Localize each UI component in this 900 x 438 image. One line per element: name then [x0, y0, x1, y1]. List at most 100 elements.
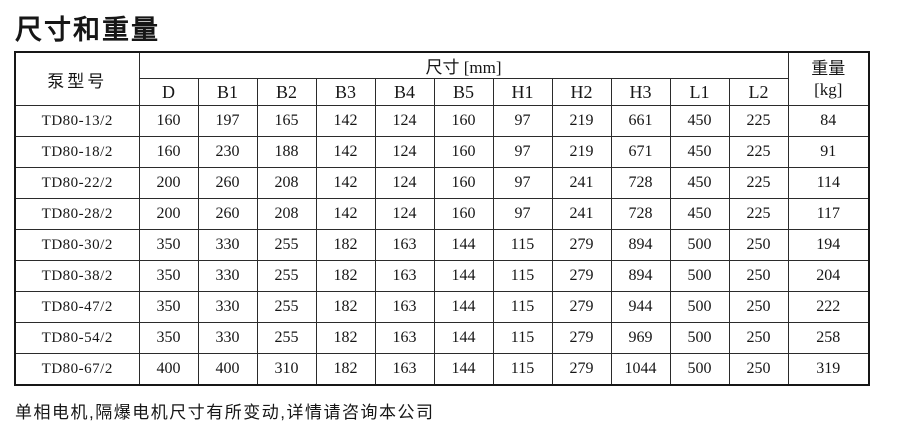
cell-B1: 260 — [197, 167, 258, 199]
column-group-header-dimensions-mm: 尺寸 [mm] — [138, 51, 789, 79]
cell-D: 400 — [138, 353, 199, 386]
cell-B3: 182 — [315, 291, 376, 323]
cell-B1: 330 — [197, 322, 258, 354]
cell-weight: 117 — [787, 198, 870, 230]
cell-B3: 182 — [315, 229, 376, 261]
cell-B1: 260 — [197, 198, 258, 230]
cell-B4: 163 — [374, 322, 435, 354]
table-header: 泵型号 尺寸 [mm] 重量 [kg] D B1 B2 B3 B4 B5 H1 H2 H3 L1 L2 — [14, 51, 870, 106]
cell-B3: 182 — [315, 353, 376, 386]
cell-B2: 255 — [256, 322, 317, 354]
cell-B2: 165 — [256, 105, 317, 137]
cell-B1: 330 — [197, 291, 258, 323]
cell-B2: 255 — [256, 229, 317, 261]
cell-B5: 144 — [433, 322, 494, 354]
cell-pump-model: TD80-30/2 — [14, 229, 140, 261]
table-row: TD80-18/2 160 230 188 142 124 160 97 219 671 450 22… — [14, 136, 870, 168]
cell-H2: 279 — [551, 322, 612, 354]
cell-B3: 142 — [315, 105, 376, 137]
cell-B5: 160 — [433, 105, 494, 137]
cell-B2: 208 — [256, 167, 317, 199]
cell-L2: 250 — [728, 291, 789, 323]
cell-L1: 450 — [669, 105, 730, 137]
cell-pump-model: TD80-22/2 — [14, 167, 140, 199]
cell-L1: 450 — [669, 167, 730, 199]
cell-H2: 241 — [551, 167, 612, 199]
column-header-H2: H2 — [551, 78, 612, 106]
cell-B5: 144 — [433, 260, 494, 292]
cell-H2: 279 — [551, 353, 612, 386]
cell-H2: 241 — [551, 198, 612, 230]
page-title: 尺寸和重量 — [15, 15, 160, 45]
cell-H3: 944 — [610, 291, 671, 323]
cell-L1: 450 — [669, 198, 730, 230]
cell-B2: 255 — [256, 260, 317, 292]
cell-H1: 97 — [492, 198, 553, 230]
cell-B2: 310 — [256, 353, 317, 386]
column-header-B3: B3 — [315, 78, 376, 106]
dimensions-weight-table: 泵型号 尺寸 [mm] 重量 [kg] D B1 B2 B3 B4 B5 H1 H2 H3 L1 L2… — [14, 51, 871, 386]
cell-pump-model: TD80-18/2 — [14, 136, 140, 168]
cell-L1: 500 — [669, 291, 730, 323]
table-body: TD80-13/2 160 197 165 142 124 160 97 219 661 450 22… — [14, 105, 870, 386]
cell-B5: 144 — [433, 229, 494, 261]
cell-B2: 208 — [256, 198, 317, 230]
cell-L2: 250 — [728, 229, 789, 261]
cell-B1: 197 — [197, 105, 258, 137]
cell-B2: 255 — [256, 291, 317, 323]
cell-H1: 97 — [492, 105, 553, 137]
cell-B4: 124 — [374, 167, 435, 199]
cell-H1: 115 — [492, 260, 553, 292]
column-header-L1: L1 — [669, 78, 730, 106]
cell-pump-model: TD80-47/2 — [14, 291, 140, 323]
cell-L2: 225 — [728, 136, 789, 168]
cell-H1: 115 — [492, 322, 553, 354]
cell-H1: 115 — [492, 229, 553, 261]
footnote: 单相电机,隔爆电机尺寸有所变动,详情请咨询本公司 — [15, 403, 435, 422]
cell-L1: 500 — [669, 260, 730, 292]
header-group-row: 泵型号 尺寸 [mm] 重量 [kg] — [14, 51, 870, 106]
table-row: TD80-38/2 350 330 255 182 163 144 115 279 894 500 2… — [14, 260, 870, 292]
cell-H1: 97 — [492, 136, 553, 168]
cell-B5: 160 — [433, 167, 494, 199]
cell-B4: 163 — [374, 353, 435, 386]
cell-H2: 219 — [551, 136, 612, 168]
column-header-B1: B1 — [197, 78, 258, 106]
cell-pump-model: TD80-38/2 — [14, 260, 140, 292]
column-header-H1: H1 — [492, 78, 553, 106]
cell-B3: 142 — [315, 167, 376, 199]
cell-H3: 728 — [610, 198, 671, 230]
cell-B4: 124 — [374, 105, 435, 137]
cell-B5: 160 — [433, 136, 494, 168]
cell-H3: 894 — [610, 260, 671, 292]
cell-L1: 450 — [669, 136, 730, 168]
cell-weight: 194 — [787, 229, 870, 261]
table-row: TD80-22/2 200 260 208 142 124 160 97 241 728 450 22… — [14, 167, 870, 199]
cell-weight: 319 — [787, 353, 870, 386]
cell-L2: 225 — [728, 198, 789, 230]
cell-H2: 279 — [551, 260, 612, 292]
cell-H3: 969 — [610, 322, 671, 354]
cell-D: 350 — [138, 322, 199, 354]
column-header-H3: H3 — [610, 78, 671, 106]
column-header-D: D — [138, 78, 199, 106]
cell-B2: 188 — [256, 136, 317, 168]
cell-B5: 144 — [433, 353, 494, 386]
cell-H1: 115 — [492, 291, 553, 323]
cell-D: 350 — [138, 260, 199, 292]
cell-B4: 124 — [374, 136, 435, 168]
cell-B4: 163 — [374, 229, 435, 261]
cell-B3: 182 — [315, 322, 376, 354]
cell-pump-model: TD80-54/2 — [14, 322, 140, 354]
cell-D: 160 — [138, 136, 199, 168]
cell-H1: 115 — [492, 353, 553, 386]
cell-B1: 230 — [197, 136, 258, 168]
column-header-B2: B2 — [256, 78, 317, 106]
cell-D: 350 — [138, 291, 199, 323]
table-row: TD80-67/2 400 400 310 182 163 144 115 279 1044 500… — [14, 353, 870, 386]
cell-weight: 91 — [787, 136, 870, 168]
cell-B3: 182 — [315, 260, 376, 292]
weight-header-line1: 重量 — [811, 58, 846, 78]
table-row: TD80-54/2 350 330 255 182 163 144 115 279 969 500 2… — [14, 322, 870, 354]
cell-H1: 97 — [492, 167, 553, 199]
